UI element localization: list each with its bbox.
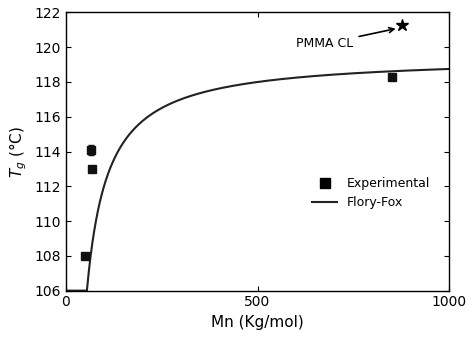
Text: PMMA CL: PMMA CL bbox=[296, 28, 394, 50]
Y-axis label: $T_g$ (°C): $T_g$ (°C) bbox=[7, 125, 28, 178]
X-axis label: Mn (Kg/mol): Mn (Kg/mol) bbox=[211, 315, 304, 330]
Legend: Experimental, Flory-Fox: Experimental, Flory-Fox bbox=[307, 172, 436, 214]
